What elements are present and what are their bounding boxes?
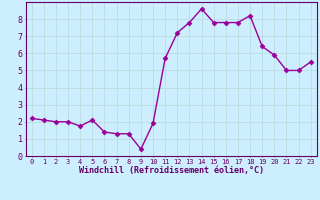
X-axis label: Windchill (Refroidissement éolien,°C): Windchill (Refroidissement éolien,°C) — [79, 166, 264, 175]
